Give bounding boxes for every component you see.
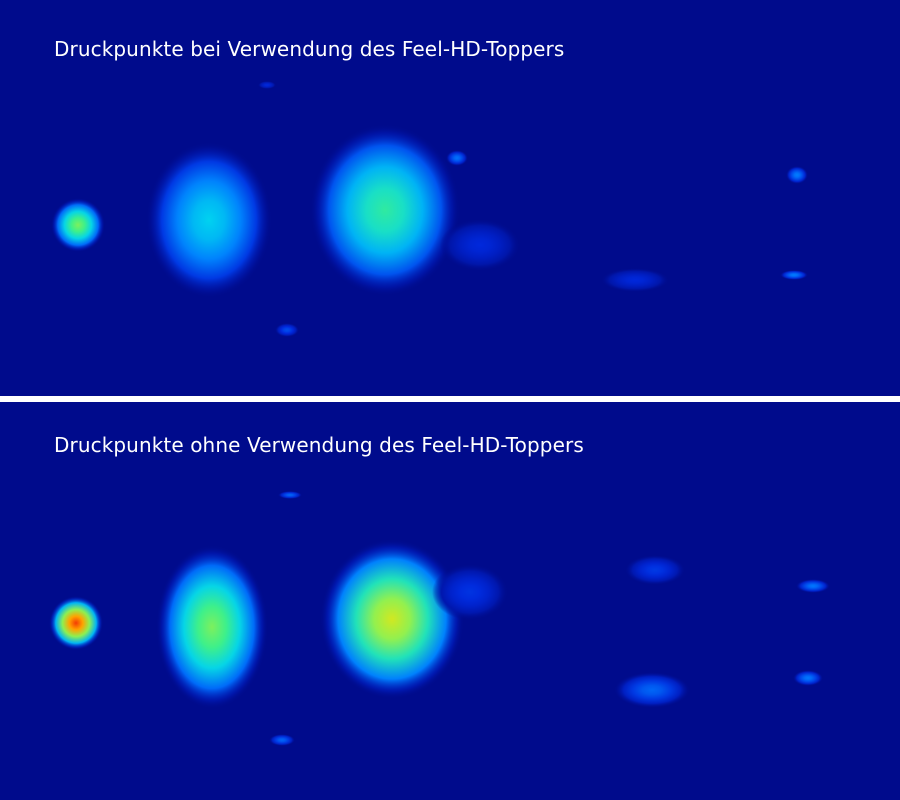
heatmap-blob-central-zone — [310, 124, 460, 296]
heatmap-panel-without-topper: Druckpunkte ohne Verwendung des Feel-HD-… — [0, 402, 900, 800]
heatmap-blob-spot — [269, 734, 295, 746]
heatmap-blob-dip — [432, 564, 508, 620]
heatmap-blob-spot — [258, 81, 276, 89]
heatmap-blob-spot — [793, 670, 823, 686]
panel-title-without-topper: Druckpunkte ohne Verwendung des Feel-HD-… — [54, 433, 584, 457]
heatmap-blob-spot — [278, 491, 302, 499]
heatmap-blob-spot — [625, 555, 685, 585]
heatmap-panel-with-topper: Druckpunkte bei Verwendung des Feel-HD-T… — [0, 0, 900, 396]
heatmap-blob-spot — [786, 166, 808, 184]
heatmap-blob-left-zone — [146, 142, 272, 298]
heatmap-blob-left-point — [49, 596, 103, 650]
panel-title-with-topper: Druckpunkte bei Verwendung des Feel-HD-T… — [54, 37, 565, 61]
heatmap-without-topper — [49, 491, 830, 746]
heatmap-with-topper — [51, 81, 808, 337]
heatmap-blob-left-point — [51, 198, 105, 252]
heatmap-blob-central-zone — [320, 539, 464, 699]
heatmap-blob-spot — [614, 672, 690, 708]
heatmap-blob-dip — [440, 219, 520, 271]
heatmap-blob-left-zone — [156, 545, 268, 709]
heatmap-blob-spot — [446, 150, 468, 166]
panel-divider — [0, 396, 900, 402]
heatmap-blob-spot — [780, 270, 808, 280]
heatmap-blob-spot — [796, 579, 830, 593]
heatmap-blob-spot — [275, 323, 299, 337]
heatmap-blob-spot — [601, 268, 669, 292]
